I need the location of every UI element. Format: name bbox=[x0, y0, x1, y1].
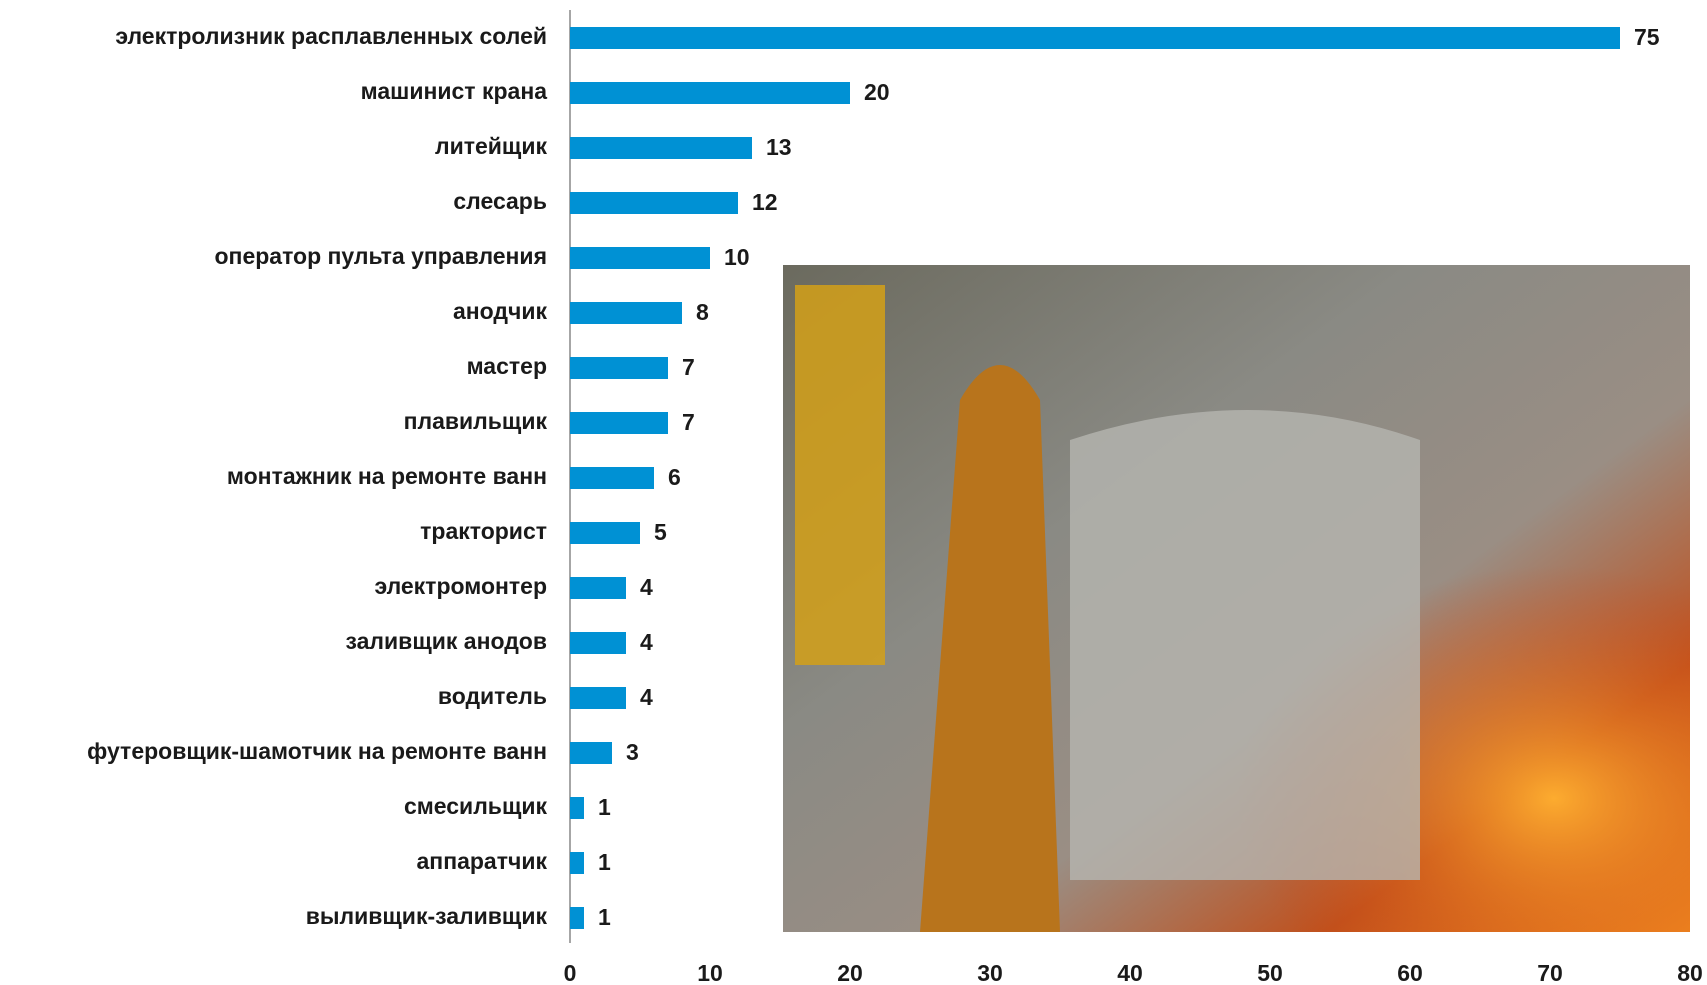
bar bbox=[570, 82, 850, 104]
y-tick-label: смесильщик bbox=[404, 793, 548, 819]
y-tick-label: литейщик bbox=[435, 133, 547, 159]
y-tick-label: выливщик-заливщик bbox=[306, 903, 548, 929]
bar bbox=[570, 137, 752, 159]
value-label: 5 bbox=[654, 519, 667, 545]
bar bbox=[570, 247, 710, 269]
x-tick-label: 0 bbox=[564, 960, 577, 985]
value-label: 10 bbox=[724, 244, 750, 270]
bar bbox=[570, 797, 584, 819]
value-label: 7 bbox=[682, 409, 695, 435]
y-tick-label: электромонтер bbox=[374, 573, 547, 599]
value-label: 6 bbox=[668, 464, 681, 490]
y-tick-label: аппаратчик bbox=[417, 848, 548, 874]
value-label: 1 bbox=[598, 904, 611, 930]
y-tick-label: футеровщик-шамотчик на ремонте ванн bbox=[87, 738, 547, 764]
x-tick-label: 10 bbox=[697, 960, 723, 985]
y-tick-label: тракторист bbox=[420, 518, 547, 544]
bar bbox=[570, 577, 626, 599]
value-label: 12 bbox=[752, 189, 778, 215]
value-label: 3 bbox=[626, 739, 639, 765]
x-tick-label: 40 bbox=[1117, 960, 1143, 985]
y-tick-label: оператор пульта управления bbox=[215, 243, 548, 269]
value-label: 4 bbox=[640, 629, 653, 655]
bar bbox=[570, 852, 584, 874]
bar bbox=[570, 467, 654, 489]
bar bbox=[570, 412, 668, 434]
y-tick-label: плавильщик bbox=[404, 408, 548, 434]
bar bbox=[570, 907, 584, 929]
x-tick-label: 80 bbox=[1677, 960, 1703, 985]
bar bbox=[570, 522, 640, 544]
value-label: 20 bbox=[864, 79, 890, 105]
bar bbox=[570, 632, 626, 654]
value-label: 4 bbox=[640, 684, 653, 710]
bar bbox=[570, 742, 612, 764]
value-label: 1 bbox=[598, 794, 611, 820]
x-tick-label: 70 bbox=[1537, 960, 1563, 985]
photo bbox=[783, 265, 1690, 932]
y-tick-label: слесарь bbox=[453, 188, 547, 214]
x-tick-label: 60 bbox=[1397, 960, 1423, 985]
y-tick-label: водитель bbox=[438, 683, 547, 709]
value-label: 75 bbox=[1634, 24, 1660, 50]
bar bbox=[570, 357, 668, 379]
value-label: 13 bbox=[766, 134, 792, 160]
bar bbox=[570, 687, 626, 709]
y-tick-label: заливщик анодов bbox=[346, 628, 547, 654]
value-label: 4 bbox=[640, 574, 653, 600]
y-tick-label: мастер bbox=[467, 353, 547, 379]
x-tick-label: 50 bbox=[1257, 960, 1283, 985]
bar bbox=[570, 192, 738, 214]
value-label: 8 bbox=[696, 299, 709, 325]
y-tick-label: монтажник на ремонте ванн bbox=[227, 463, 547, 489]
y-tick-label: анодчик bbox=[453, 298, 548, 324]
x-tick-label: 20 bbox=[837, 960, 863, 985]
y-tick-label: машинист крана bbox=[361, 78, 548, 104]
bar bbox=[570, 27, 1620, 49]
bar bbox=[570, 302, 682, 324]
y-tick-label: электролизник расплавленных солей bbox=[115, 23, 547, 49]
value-label: 1 bbox=[598, 849, 611, 875]
value-label: 7 bbox=[682, 354, 695, 380]
x-tick-label: 30 bbox=[977, 960, 1003, 985]
